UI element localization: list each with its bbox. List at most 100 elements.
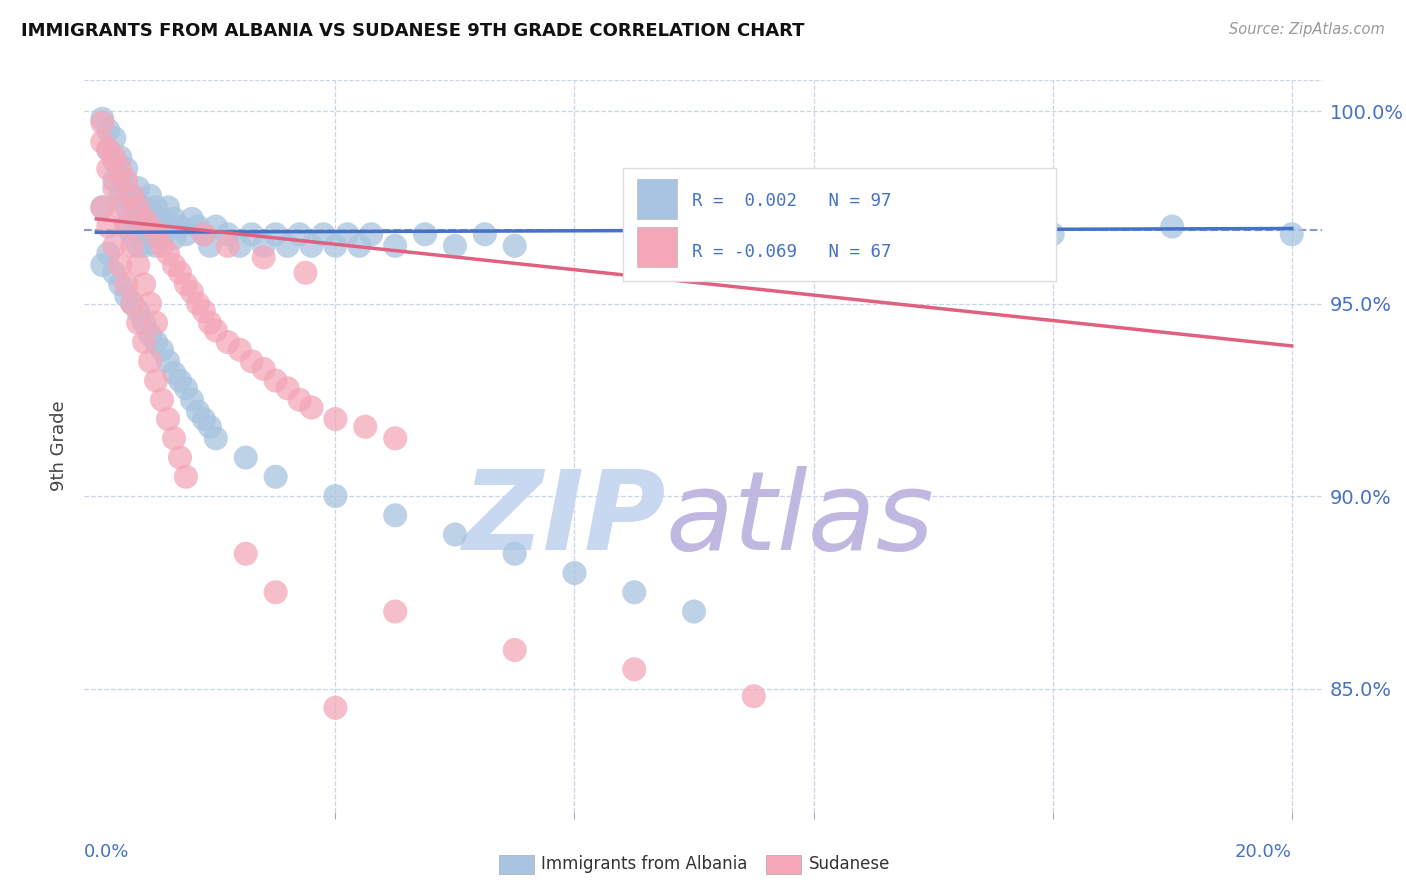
Point [103, 150, 125, 164]
Point [384, 508, 406, 523]
Text: 20.0%: 20.0% [1234, 843, 1292, 861]
Point [115, 219, 138, 234]
Point [150, 392, 173, 407]
Point [145, 200, 167, 214]
Point [110, 277, 132, 292]
Point [150, 211, 173, 226]
Point [139, 219, 162, 234]
Point [312, 227, 335, 242]
Point [127, 200, 149, 214]
Point [127, 239, 149, 253]
Point [97, 143, 120, 157]
Point [205, 219, 228, 234]
Point [134, 334, 156, 349]
Point [277, 381, 299, 395]
Point [121, 188, 143, 202]
Point [181, 392, 204, 407]
Point [169, 374, 191, 388]
Point [97, 143, 120, 157]
Point [264, 227, 287, 242]
Point [564, 566, 586, 580]
Point [193, 412, 215, 426]
Point [163, 258, 186, 272]
Point [301, 239, 323, 253]
Point [264, 585, 287, 599]
Point [198, 316, 221, 330]
Point [157, 246, 180, 260]
Text: 0.0%: 0.0% [84, 843, 129, 861]
Point [862, 219, 884, 234]
Point [623, 585, 645, 599]
Point [91, 115, 114, 129]
Point [163, 231, 186, 245]
Point [253, 362, 276, 376]
Point [97, 219, 120, 234]
Point [157, 219, 180, 234]
Text: Source: ZipAtlas.com: Source: ZipAtlas.com [1229, 22, 1385, 37]
Point [127, 200, 149, 214]
Point [110, 150, 132, 164]
Point [384, 605, 406, 619]
Point [145, 239, 167, 253]
Point [115, 289, 138, 303]
Point [127, 316, 149, 330]
Point [127, 181, 149, 195]
Point [110, 188, 132, 202]
Point [121, 296, 143, 310]
Point [229, 343, 252, 357]
Point [264, 374, 287, 388]
Point [217, 239, 239, 253]
Point [187, 219, 209, 234]
Point [163, 431, 186, 445]
Point [169, 266, 191, 280]
Point [150, 231, 173, 245]
Point [134, 239, 156, 253]
Point [294, 266, 316, 280]
Point [91, 200, 114, 214]
Point [217, 334, 239, 349]
Point [253, 251, 276, 265]
Point [139, 354, 162, 368]
Point [103, 154, 125, 169]
Point [623, 662, 645, 676]
FancyBboxPatch shape [637, 227, 678, 267]
Point [115, 277, 138, 292]
Point [205, 324, 228, 338]
Point [110, 200, 132, 214]
Point [115, 173, 138, 187]
Text: atlas: atlas [666, 466, 935, 573]
Point [150, 239, 173, 253]
Point [91, 112, 114, 126]
Point [198, 239, 221, 253]
Point [110, 161, 132, 176]
Point [193, 227, 215, 242]
Point [474, 227, 496, 242]
Point [97, 123, 120, 137]
Point [163, 366, 186, 380]
Point [134, 211, 156, 226]
Text: ZIP: ZIP [463, 466, 666, 573]
Point [413, 227, 436, 242]
Point [145, 219, 167, 234]
Point [742, 690, 765, 704]
Point [103, 266, 125, 280]
Point [354, 419, 377, 434]
Point [115, 181, 138, 195]
Point [157, 412, 180, 426]
Point [121, 208, 143, 222]
Point [277, 239, 299, 253]
Point [503, 643, 526, 657]
Point [193, 304, 215, 318]
Point [121, 227, 143, 242]
Point [217, 227, 239, 242]
Point [205, 431, 228, 445]
Point [235, 547, 257, 561]
Point [325, 489, 347, 503]
Point [139, 188, 162, 202]
Point [91, 200, 114, 214]
Point [134, 219, 156, 234]
Point [187, 296, 209, 310]
Text: R =  0.002   N = 97: R = 0.002 N = 97 [692, 192, 891, 210]
Point [325, 412, 347, 426]
Point [103, 173, 125, 187]
